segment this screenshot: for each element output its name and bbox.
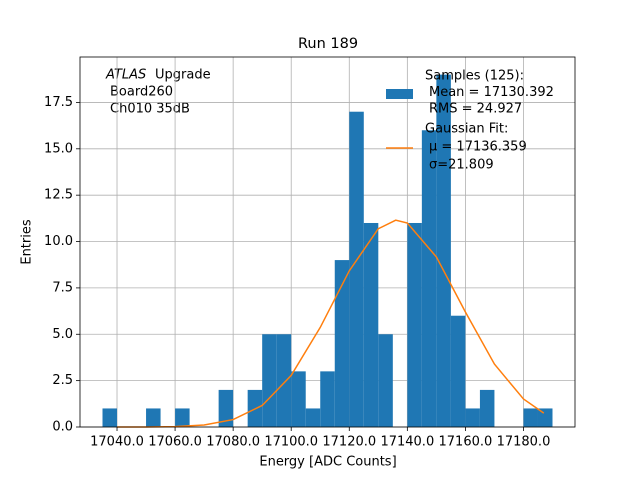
bar: [537, 408, 553, 427]
bar: [479, 389, 495, 427]
chart-title: Run 189: [298, 36, 358, 52]
annotation: ATLAS: [105, 68, 146, 83]
bar: [305, 408, 321, 427]
x-tick-label: 17080.0: [206, 435, 260, 450]
bar: [363, 222, 379, 427]
bar: [102, 408, 118, 427]
x-tick-label: 17040.0: [90, 435, 144, 450]
x-tick-label: 17140.0: [380, 435, 434, 450]
bar: [523, 408, 538, 427]
x-tick-label: 17060.0: [148, 435, 202, 450]
y-tick-label: 0.0: [52, 420, 73, 435]
y-tick-label: 10.0: [44, 234, 73, 249]
bar: [334, 260, 350, 427]
bar: [465, 408, 480, 427]
annotation: Ch010 35dB: [110, 102, 190, 117]
y-axis-label: Entries: [20, 219, 35, 265]
legend-label: Gaussian Fit:: [425, 122, 508, 137]
x-tick-label: 17160.0: [439, 435, 493, 450]
bar: [262, 334, 277, 427]
x-tick-label: 17180.0: [497, 435, 551, 450]
bar: [276, 334, 292, 427]
bar: [320, 371, 335, 427]
legend-label: RMS = 24.927: [429, 102, 522, 117]
annotation: Upgrade: [155, 68, 211, 83]
bar: [291, 371, 306, 427]
y-tick-label: 5.0: [52, 327, 73, 342]
bar: [146, 408, 161, 427]
y-tick-label: 2.5: [52, 373, 73, 388]
y-tick-label: 7.5: [52, 280, 73, 295]
bar: [407, 222, 422, 427]
x-tick-label: 17100.0: [264, 435, 318, 450]
bar: [349, 111, 364, 427]
legend-label: σ=21.809: [429, 158, 494, 173]
fit-curve: [117, 219, 545, 428]
axes-frame: [79, 56, 576, 428]
annotation: Board260: [110, 85, 173, 100]
y-tick-label: 15.0: [44, 141, 73, 156]
bar: [378, 334, 393, 427]
bar: [175, 408, 190, 427]
legend-label: Samples (125):: [425, 69, 524, 84]
legend-patch: [386, 89, 413, 99]
bar: [218, 389, 234, 427]
legend-label: μ = 17136.359: [429, 140, 527, 155]
x-tick-label: 17120.0: [322, 435, 376, 450]
y-tick-label: 12.5: [44, 188, 73, 203]
x-axis-label: Energy [ADC Counts]: [259, 455, 396, 470]
legend-label: Mean = 17130.392: [429, 85, 554, 100]
bar: [436, 74, 451, 427]
y-tick-label: 17.5: [44, 95, 73, 110]
bar: [421, 130, 437, 427]
bar: [450, 315, 466, 427]
